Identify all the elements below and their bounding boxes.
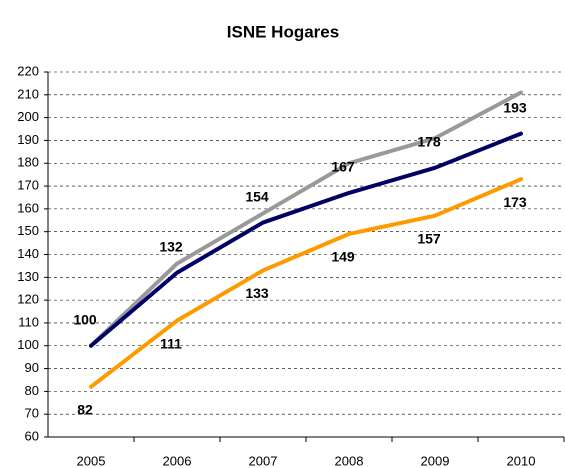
data-label: 167 [331,159,355,175]
y-tick-label: 140 [17,246,39,261]
y-tick-label: 130 [17,269,39,284]
y-tick-label: 200 [17,109,39,124]
data-label: 111 [160,335,182,351]
data-label: 193 [503,99,527,115]
y-tick-label: 120 [17,292,39,307]
x-tick-label: 2007 [249,453,278,468]
y-tick-label: 150 [17,223,39,238]
series-line [89,131,523,348]
data-label: 133 [245,285,269,301]
data-label: 82 [77,402,93,418]
y-tick-label: 180 [17,155,39,170]
y-tick-label: 190 [17,132,39,147]
data-label: 132 [159,238,183,254]
x-tick-label: 2010 [507,453,536,468]
chart-title: ISNE Hogares [227,22,339,41]
series-line [89,177,523,389]
data-label: 149 [331,249,355,265]
data-label: 157 [417,230,441,246]
y-tick-label: 160 [17,200,39,215]
x-tick-label: 2009 [421,453,450,468]
y-tick-label: 220 [17,63,39,78]
y-tick-label: 210 [17,86,39,101]
data-label: 100 [73,311,97,327]
data-label: 173 [503,194,527,210]
y-tick-label: 90 [25,360,39,375]
x-tick-label: 2008 [335,453,364,468]
x-tick-label: 2005 [77,453,106,468]
series-line [89,90,523,348]
y-tick-label: 170 [17,178,39,193]
data-label: 178 [417,134,441,150]
y-tick-label: 60 [25,428,39,443]
y-tick-label: 80 [25,383,39,398]
data-label: 154 [245,188,269,204]
x-tick-label: 2006 [163,453,192,468]
y-tick-label: 110 [18,314,39,329]
y-tick-label: 100 [17,337,39,352]
y-tick-label: 70 [25,406,39,421]
